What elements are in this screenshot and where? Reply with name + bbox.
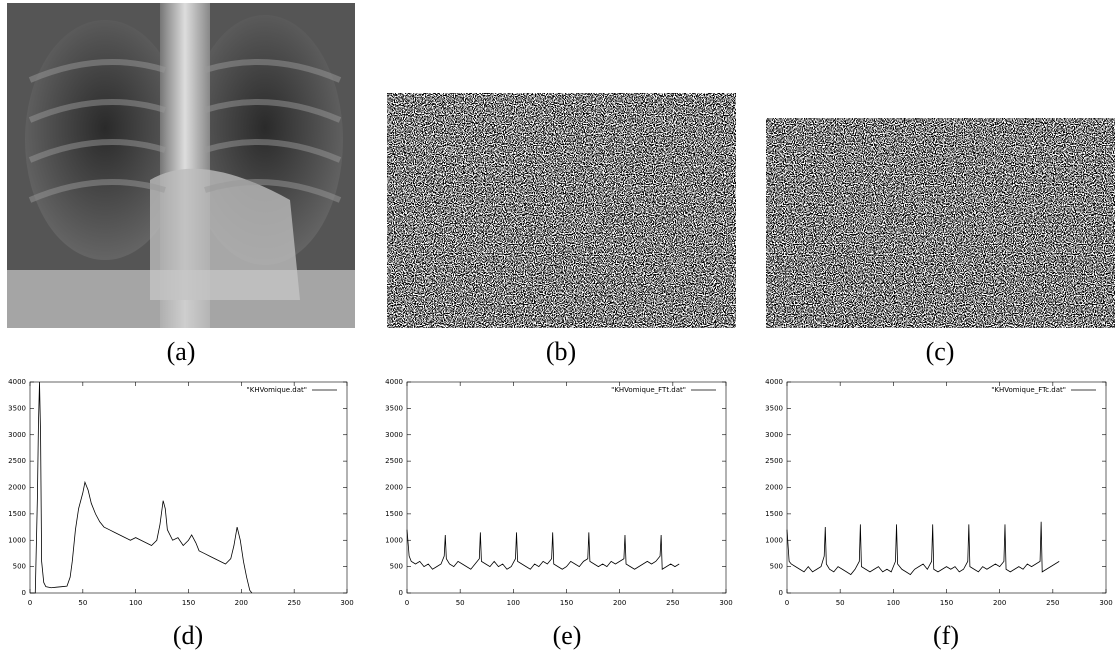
legend-label: "KHVomique.dat"	[247, 386, 307, 394]
y-tick-label: 3000	[385, 431, 403, 439]
y-tick-label: 1000	[385, 536, 403, 544]
caption: (d)	[173, 621, 203, 650]
y-tick-label: 4000	[765, 378, 783, 386]
y-tick-label: 2500	[385, 457, 403, 465]
y-tick-label: 2500	[8, 457, 26, 465]
y-tick-label: 1000	[8, 536, 26, 544]
x-tick-label: 250	[1046, 599, 1059, 607]
y-tick-label: 2500	[765, 457, 783, 465]
x-tick-label: 50	[836, 599, 845, 607]
legend-label: "KHVomique_FTc.dat"	[991, 386, 1066, 394]
caption: (c)	[926, 337, 955, 366]
x-tick-label: 200	[993, 599, 1006, 607]
y-tick-label: 3500	[385, 404, 403, 412]
x-tick-label: 200	[235, 599, 248, 607]
y-tick-label: 3500	[765, 404, 783, 412]
x-tick-label: 50	[78, 599, 87, 607]
x-tick-label: 250	[287, 599, 300, 607]
y-tick-label: 2000	[765, 484, 783, 492]
x-tick-label: 300	[340, 599, 353, 607]
x-tick-label: 200	[613, 599, 626, 607]
x-tick-label: 150	[182, 599, 195, 607]
y-tick-label: 2000	[8, 484, 26, 492]
caption: (f)	[933, 621, 959, 650]
legend-label: "KHVomique_FTt.dat"	[611, 386, 686, 394]
x-tick-label: 0	[785, 599, 789, 607]
noise-image	[387, 93, 736, 328]
y-tick-label: 0	[22, 589, 26, 597]
data-line	[786, 521, 1060, 576]
caption: (a)	[167, 337, 196, 366]
y-tick-label: 1500	[8, 510, 26, 518]
xray-image	[7, 3, 355, 328]
x-tick-label: 0	[28, 599, 32, 607]
y-tick-label: 500	[13, 563, 26, 571]
x-tick-label: 300	[719, 599, 732, 607]
caption: (e)	[553, 621, 582, 650]
x-tick-label: 150	[560, 599, 573, 607]
x-tick-label: 100	[887, 599, 900, 607]
x-tick-label: 250	[666, 599, 679, 607]
y-tick-label: 2000	[385, 484, 403, 492]
x-tick-label: 300	[1099, 599, 1112, 607]
y-tick-label: 1500	[385, 510, 403, 518]
y-tick-label: 0	[779, 589, 783, 597]
caption: (b)	[546, 337, 576, 366]
noise-image	[766, 118, 1115, 328]
y-tick-label: 4000	[385, 378, 403, 386]
y-tick-label: 3000	[8, 431, 26, 439]
data-line	[406, 529, 680, 570]
y-tick-label: 4000	[8, 378, 26, 386]
y-tick-label: 0	[399, 589, 403, 597]
y-tick-label: 500	[770, 563, 783, 571]
data-line	[30, 381, 253, 594]
y-tick-label: 500	[390, 563, 403, 571]
x-tick-label: 100	[507, 599, 520, 607]
plot-frame	[786, 381, 1107, 594]
x-tick-label: 0	[405, 599, 409, 607]
x-tick-label: 100	[129, 599, 142, 607]
plot-frame	[406, 381, 727, 594]
x-tick-label: 150	[940, 599, 953, 607]
y-tick-label: 1000	[765, 536, 783, 544]
x-tick-label: 50	[456, 599, 465, 607]
y-tick-label: 3500	[8, 404, 26, 412]
plot-frame	[29, 381, 348, 594]
y-tick-label: 3000	[765, 431, 783, 439]
y-tick-label: 1500	[765, 510, 783, 518]
